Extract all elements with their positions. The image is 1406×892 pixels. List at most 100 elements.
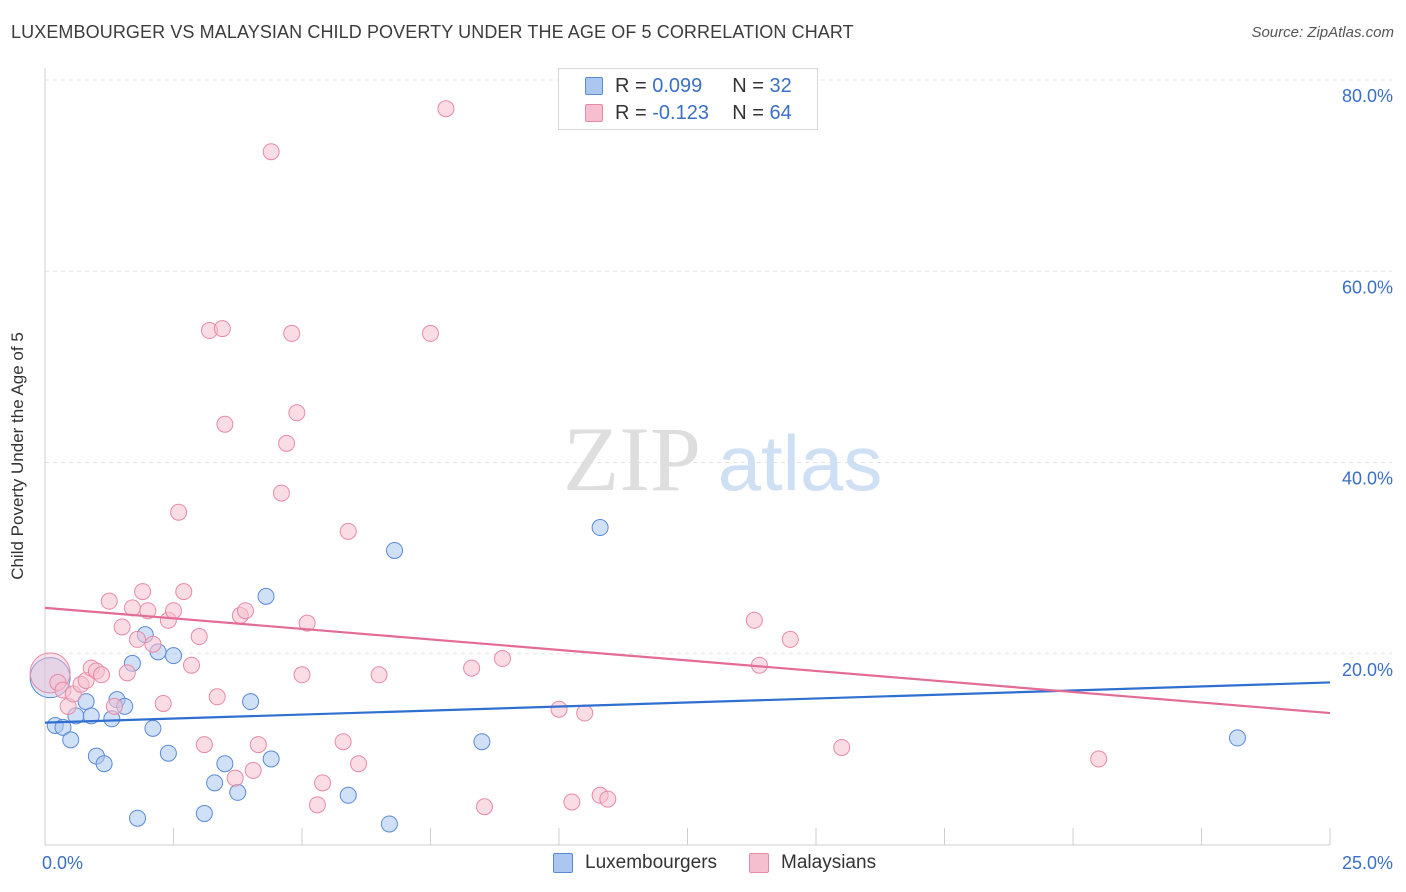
- legend-label: Malaysians: [781, 852, 877, 873]
- luxembourgers-point-15: [144, 719, 162, 737]
- trend-line-luxembourgers: [44, 681, 1331, 724]
- malaysians-point-19: [154, 694, 172, 712]
- malaysians-point-33: [236, 602, 254, 620]
- malaysians-point-54: [550, 700, 568, 718]
- luxembourgers-point-28: [386, 541, 404, 559]
- malaysians-point-18: [144, 635, 162, 653]
- n-label: N =: [732, 101, 764, 124]
- malaysians-point-43: [308, 796, 326, 814]
- watermark-atlas: atlas: [718, 419, 883, 507]
- malaysians-point-24: [182, 656, 200, 674]
- luxembourgers-point-17: [159, 744, 177, 762]
- luxembourgers-point-21: [216, 755, 234, 773]
- malaysians-point-40: [288, 404, 306, 422]
- y-tick-label-20: 20.0%: [1342, 660, 1393, 680]
- legend-swatch-pink: [749, 853, 770, 873]
- malaysians-point-41: [293, 666, 311, 684]
- malaysians-point-48: [370, 666, 388, 684]
- luxembourgers-point-31: [1228, 729, 1246, 747]
- malaysians-point-53: [493, 650, 511, 668]
- x-tick-label-0: 0.0%: [42, 853, 83, 873]
- luxembourgers-point-26: [339, 786, 357, 804]
- malaysians-point-11: [105, 697, 123, 715]
- watermark: ZIP atlas: [563, 408, 882, 510]
- malaysians-point-36: [262, 143, 280, 161]
- legend-swatch-pink: [585, 104, 603, 122]
- luxembourgers-point-3: [62, 731, 80, 749]
- trend-line-malaysians: [44, 606, 1331, 715]
- malaysians-point-16: [134, 583, 152, 601]
- malaysians-point-31: [226, 769, 244, 787]
- luxembourgers-point-19: [195, 804, 213, 822]
- luxembourgers-point-23: [242, 693, 260, 711]
- tick-labels: 20.0% 40.0% 60.0% 80.0% 0.0% 25.0%: [42, 86, 1393, 873]
- luxembourgers-point-30: [591, 519, 609, 537]
- luxembourgers-point-8: [95, 755, 113, 773]
- malaysians-point-55: [563, 793, 581, 811]
- malaysians-point-58: [599, 790, 617, 808]
- y-tick-label-60: 60.0%: [1342, 277, 1393, 297]
- source-credit: Source: ZipAtlas.com: [1251, 24, 1394, 41]
- luxembourgers-point-24: [257, 587, 275, 605]
- malaysians-point-28: [208, 688, 226, 706]
- malaysians-point-39: [283, 324, 301, 342]
- malaysians-point-59: [745, 611, 763, 629]
- luxembourgers-point-29: [473, 733, 491, 751]
- malaysians-point-26: [195, 736, 213, 754]
- legend-label: Luxembourgers: [585, 852, 718, 873]
- malaysians-point-25: [190, 628, 208, 646]
- malaysians-point-44: [314, 774, 332, 792]
- malaysians-point-47: [350, 755, 368, 773]
- n-value: 32: [769, 74, 792, 97]
- x-tick-label-25: 25.0%: [1342, 853, 1393, 873]
- n-value: 64: [769, 101, 792, 124]
- malaysians-point-22: [170, 503, 188, 521]
- luxembourgers-point-20: [206, 774, 224, 792]
- malaysians-point-13: [118, 664, 136, 682]
- luxembourgers-point-18: [165, 647, 182, 665]
- malaysians-point-38: [278, 434, 296, 452]
- luxembourgers-point-13: [129, 809, 147, 827]
- malaysians-point-42: [298, 614, 316, 632]
- legend-item-luxembourgers: Luxembourgers: [553, 852, 717, 874]
- malaysians-point-35: [249, 736, 267, 754]
- luxembourgers-point-27: [380, 815, 398, 833]
- r-value: -0.123: [652, 101, 709, 124]
- malaysians-point-23: [175, 583, 193, 601]
- malaysians-point-37: [272, 484, 290, 502]
- malaysians-point-49: [422, 324, 439, 342]
- malaysians-point-15: [129, 630, 147, 648]
- stats-legend-row-malaysians: R = -0.123 N = 64: [585, 100, 792, 126]
- malaysians-point-12: [113, 618, 131, 636]
- malaysians-point-9: [93, 666, 111, 684]
- watermark-zip: ZIP: [563, 408, 701, 510]
- gridlines: [45, 79, 1392, 655]
- malaysians-point-52: [475, 798, 493, 816]
- stats-legend-row-luxembourgers: R = 0.099 N = 32: [585, 73, 792, 99]
- malaysians-point-56: [576, 704, 594, 722]
- r-label: R =: [615, 74, 647, 97]
- luxembourgers-point-25: [262, 750, 280, 768]
- malaysians-point-29: [213, 320, 231, 338]
- malaysians-point-17: [139, 602, 157, 620]
- r-label: R =: [615, 101, 647, 124]
- malaysians-point-30: [216, 415, 234, 433]
- n-label: N =: [732, 74, 764, 97]
- luxembourgers-point-22: [229, 783, 247, 801]
- malaysians-point-34: [244, 761, 262, 779]
- luxembourgers-point-2: [54, 718, 72, 736]
- malaysians-point-51: [463, 659, 481, 677]
- malaysians-point-45: [334, 733, 352, 751]
- series-legend: Luxembourgers Malaysians: [553, 852, 908, 874]
- legend-swatch-blue: [585, 77, 603, 95]
- y-axis-label: Child Poverty Under the Age of 5: [8, 332, 27, 580]
- malaysians-point-46: [339, 522, 357, 540]
- malaysians-point-21: [165, 602, 182, 620]
- series-luxembourgers: [29, 519, 1246, 833]
- malaysians-point-61: [781, 630, 799, 648]
- axes: [44, 68, 1331, 846]
- luxembourgers-point-6: [82, 707, 100, 725]
- legend-swatch-blue: [553, 853, 573, 873]
- y-tick-label-80: 80.0%: [1342, 86, 1393, 106]
